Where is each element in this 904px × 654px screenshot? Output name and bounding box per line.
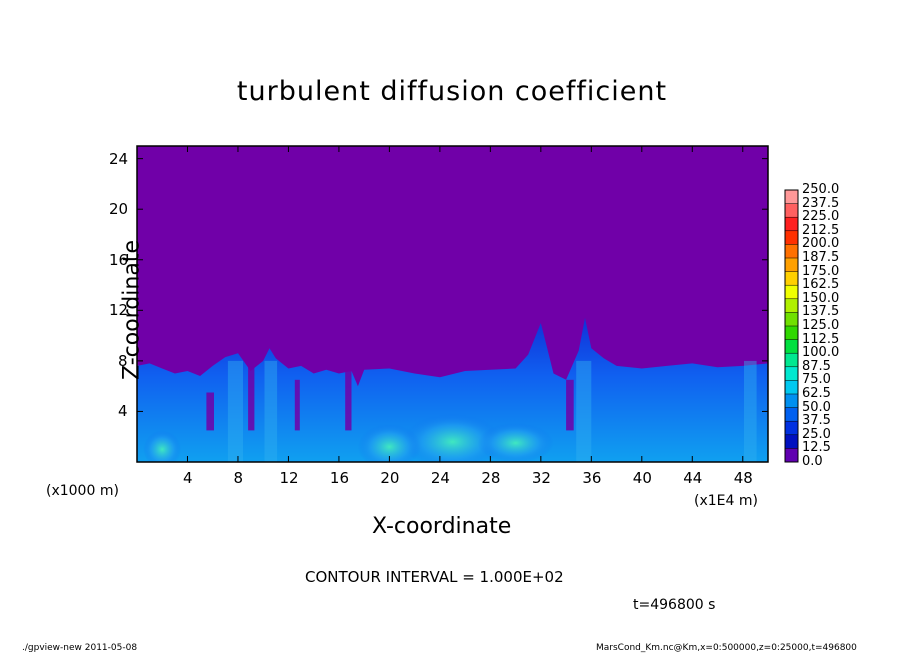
colorbar-label: 75.0 <box>802 372 831 388</box>
colorbar-label: 0.0 <box>802 454 823 469</box>
chart-title: turbulent diffusion coefficient <box>236 76 668 107</box>
y-axis <box>137 158 768 412</box>
colorbar-swatch <box>785 312 798 327</box>
y-tick-label: 8 <box>118 351 128 370</box>
colorbar-swatch <box>785 217 798 232</box>
x-tick-label: 44 <box>683 469 703 487</box>
colorbar-label: 137.5 <box>802 304 840 320</box>
y-tick-label: 20 <box>109 200 129 219</box>
colorbar-swatch <box>785 421 798 436</box>
colorbar-label: 200.0 <box>802 236 840 252</box>
colorbar-label: 150.0 <box>802 290 840 306</box>
high-diffusion-region <box>477 422 554 462</box>
x-tick-label: 16 <box>329 469 349 487</box>
y-tick-label: 4 <box>118 402 128 421</box>
x-tick-label: 20 <box>380 469 400 487</box>
plume <box>264 360 278 462</box>
turbulent-layer <box>137 317 768 462</box>
x-axis-label: X-coordinate <box>372 514 512 539</box>
colorbar <box>784 189 799 463</box>
colorbar-label: 12.5 <box>802 440 831 456</box>
plume <box>227 360 243 462</box>
colorbar-swatch <box>785 448 798 463</box>
colorbar-swatch <box>785 366 798 381</box>
intrusion <box>206 392 214 431</box>
y-tick-label: 12 <box>109 301 129 320</box>
colorbar-label: 50.0 <box>802 399 831 415</box>
colorbar-swatch <box>785 394 798 408</box>
colorbar-label: 237.5 <box>802 195 840 211</box>
colorbar-label: 225.0 <box>802 209 840 225</box>
colorbar-label: 187.5 <box>802 250 840 265</box>
x-axis <box>186 146 744 462</box>
y-tick-label: 24 <box>109 149 129 168</box>
colorbar-swatch <box>785 380 798 395</box>
x-tick-label: 24 <box>430 469 450 487</box>
colorbar-label: 25.0 <box>802 426 831 442</box>
colorbar-swatch <box>785 258 798 272</box>
colorbar-label: 125.0 <box>802 318 840 333</box>
intrusion <box>345 367 352 431</box>
x-tick-label: 48 <box>733 469 753 487</box>
time-label: t=496800 s <box>633 597 716 613</box>
colorbar-swatch <box>785 285 798 300</box>
high-diffusion-region <box>402 414 503 462</box>
plume <box>744 360 757 462</box>
plot-frame <box>136 145 769 463</box>
intrusion <box>248 367 255 431</box>
intrusion <box>566 379 574 431</box>
colorbar-label: 162.5 <box>802 277 840 293</box>
contour-interval: CONTOUR INTERVAL = 1.000E+02 <box>305 568 564 586</box>
x-tick-label: 8 <box>233 469 243 487</box>
colorbar-swatch <box>785 407 798 422</box>
colorbar-swatch <box>785 326 798 340</box>
colorbar-label: 62.5 <box>802 386 831 401</box>
y-tick-label: 16 <box>109 250 129 269</box>
colorbar-label: 212.5 <box>802 222 840 238</box>
x-tick-label: 32 <box>531 469 551 487</box>
colorbar-swatch <box>785 298 798 313</box>
colorbar-swatch <box>785 271 798 286</box>
colorbar-swatch <box>785 190 798 204</box>
colorbar-label: 112.5 <box>802 331 840 347</box>
colorbar-label: 175.0 <box>802 263 840 279</box>
plot-field <box>137 146 768 462</box>
x-tick-label: 36 <box>582 469 602 487</box>
x-tick-label: 40 <box>632 469 652 487</box>
colorbar-swatch <box>785 434 798 449</box>
colorbar-label: 100.0 <box>802 345 840 361</box>
x-tick-label: 12 <box>279 469 299 487</box>
colorbar-label: 37.5 <box>802 413 831 429</box>
colorbar-label: 87.5 <box>802 358 831 374</box>
high-diffusion-region <box>357 424 421 462</box>
high-diffusion-region <box>143 430 182 462</box>
x-tick-label: 4 <box>182 469 193 487</box>
x-unit-left: (x1000 m) <box>46 483 119 499</box>
plume <box>576 360 592 462</box>
colorbar-swatch <box>785 230 798 245</box>
x-tick-label: 28 <box>481 469 501 487</box>
colorbar-swatch <box>785 339 798 354</box>
x-unit-right: (x1E4 m) <box>694 493 758 509</box>
intrusion <box>294 379 300 431</box>
footer-left: ./gpview-new 2011-05-08 <box>22 643 138 653</box>
colorbar-swatch <box>785 244 798 259</box>
colorbar-label: 250.0 <box>802 182 840 197</box>
colorbar-swatch <box>785 203 798 218</box>
colorbar-swatch <box>785 353 798 368</box>
footer-right: MarsCond_Km.nc@Km,x=0:500000,z=0:25000,t… <box>596 643 857 653</box>
